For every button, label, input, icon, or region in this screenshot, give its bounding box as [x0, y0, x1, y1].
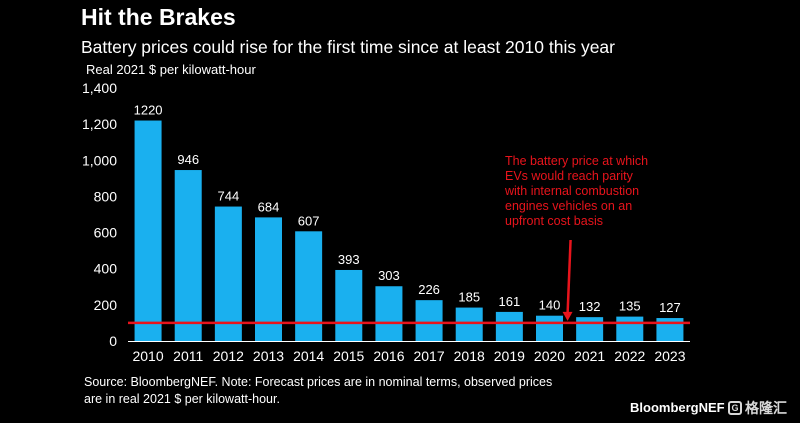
y-tick-label: 800 — [94, 188, 118, 204]
data-label: 161 — [499, 294, 521, 309]
x-tick-label: 2013 — [253, 348, 284, 364]
data-label: 135 — [619, 299, 641, 314]
y-tick-label: 1,200 — [82, 116, 117, 132]
bar — [295, 231, 323, 341]
bar — [174, 170, 202, 341]
brand-logo: BloombergNEF — [630, 400, 725, 415]
data-label: 393 — [338, 252, 360, 267]
x-tick-label: 2012 — [213, 348, 244, 364]
bar — [656, 318, 684, 341]
x-tick-label: 2020 — [534, 348, 565, 364]
watermark: G 格隆汇 — [728, 398, 787, 418]
data-label: 132 — [579, 299, 601, 314]
y-axis-label: Real 2021 $ per kilowatt-hour — [86, 62, 256, 77]
y-tick-label: 600 — [94, 225, 118, 241]
x-tick-label: 2018 — [454, 348, 485, 364]
bar — [335, 269, 363, 341]
x-tick-label: 2022 — [614, 348, 645, 364]
data-label: 946 — [177, 152, 199, 167]
parity-arrow-shaft — [566, 239, 572, 314]
x-tick-label: 2011 — [173, 348, 203, 364]
bar — [214, 206, 242, 341]
watermark-text: 格隆汇 — [745, 400, 787, 416]
y-tick-label: 1,000 — [82, 152, 117, 168]
bar — [576, 317, 604, 341]
watermark-icon: G — [728, 401, 742, 415]
data-label: 127 — [659, 300, 681, 315]
y-tick-label: 1,400 — [82, 80, 117, 96]
data-label: 1220 — [134, 103, 163, 118]
data-label: 226 — [418, 282, 440, 297]
y-tick-label: 400 — [94, 261, 118, 277]
bar — [455, 307, 483, 341]
bar — [495, 311, 523, 341]
x-tick-label: 2014 — [293, 348, 324, 364]
chart-subtitle: Battery prices could rise for the first … — [81, 37, 615, 57]
x-tick-label: 2015 — [333, 348, 364, 364]
bar — [375, 286, 403, 341]
bar — [616, 316, 644, 341]
y-tick-label: 200 — [94, 297, 118, 313]
x-tick-label: 2010 — [132, 348, 163, 364]
x-tick-label: 2016 — [373, 348, 404, 364]
y-tick-label: 0 — [109, 333, 117, 349]
x-tick-label: 2017 — [413, 348, 444, 364]
data-label: 303 — [378, 268, 400, 283]
source-footnote: Source: BloombergNEF. Note: Forecast pri… — [84, 375, 553, 406]
bar — [255, 217, 282, 341]
parity-arrow-head — [562, 311, 573, 321]
x-tick-label: 2023 — [654, 348, 685, 364]
x-tick-label: 2021 — [574, 348, 605, 364]
data-label: 607 — [298, 213, 320, 228]
x-tick-label: 2019 — [494, 348, 525, 364]
data-label: 744 — [218, 189, 240, 204]
data-label: 140 — [539, 298, 561, 313]
data-label: 185 — [458, 290, 480, 305]
parity-annotation: The battery price at which EVs would reac… — [504, 154, 648, 228]
data-label: 684 — [258, 199, 280, 214]
bar — [134, 120, 162, 342]
bar — [536, 315, 563, 341]
bar — [415, 300, 443, 341]
chart-title: Hit the Brakes — [81, 4, 236, 30]
